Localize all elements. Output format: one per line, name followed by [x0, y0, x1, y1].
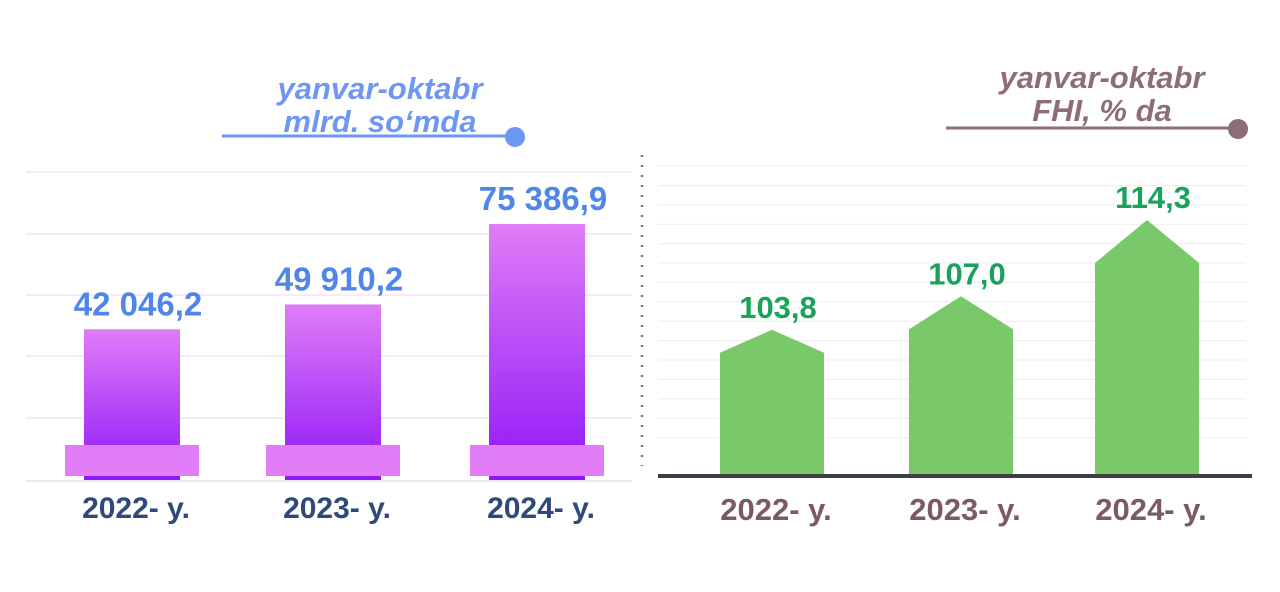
left-tick-label: 2024- y.	[487, 492, 595, 525]
left-bar-base	[266, 445, 400, 476]
left-tick-label: 2023- y.	[283, 492, 391, 525]
right-value-label: 107,0	[928, 256, 1006, 291]
left-tick-label: 2022- y.	[82, 492, 190, 525]
right-title-underline-dot	[1228, 119, 1248, 139]
right-tick-label: 2023- y.	[909, 492, 1020, 527]
right-bar	[720, 329, 824, 474]
left-value-label: 49 910,2	[275, 260, 403, 297]
left-title-underline-dot	[505, 127, 525, 147]
right-chart: yanvar-oktabr FHI, % da 103,8 2022- y. 107…	[658, 60, 1252, 527]
left-bar-base	[65, 445, 199, 476]
right-bar	[1095, 220, 1199, 474]
left-value-label: 42 046,2	[74, 285, 202, 322]
right-value-label: 114,3	[1115, 180, 1191, 215]
right-bar	[909, 296, 1013, 474]
left-bar	[489, 224, 585, 480]
right-tick-label: 2024- y.	[1095, 492, 1206, 527]
left-bars: 42 046,2 2022- y. 49 910,2 2023- y. 75 386,9…	[65, 180, 607, 525]
right-chart-subtitle: FHI, % da	[1032, 93, 1172, 128]
left-chart-title: yanvar-oktabr	[275, 71, 484, 106]
right-bars: 103,8 2022- y. 107,0 2023- y. 114,3 2024- y.	[720, 180, 1207, 527]
right-tick-label: 2022- y.	[720, 492, 831, 527]
left-chart-subtitle: mlrd. so‘mda	[284, 104, 477, 139]
left-chart: yanvar-oktabr mlrd. so‘mda 42 046,2 2022-…	[26, 71, 632, 525]
left-bar-base	[470, 445, 604, 476]
left-value-label: 75 386,9	[479, 180, 607, 217]
right-value-label: 103,8	[739, 290, 817, 325]
right-chart-title: yanvar-oktabr	[997, 60, 1206, 95]
